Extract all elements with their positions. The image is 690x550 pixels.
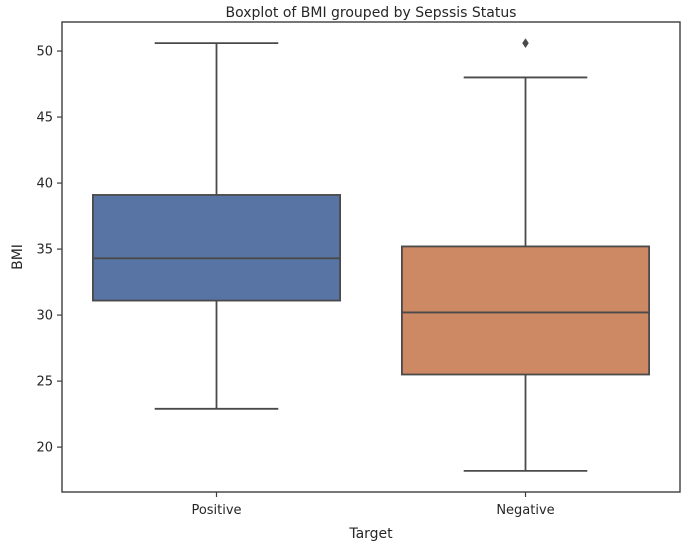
y-tick-label: 50 bbox=[36, 45, 53, 60]
iqr-box bbox=[92, 194, 341, 302]
x-axis: Positive Negative bbox=[191, 492, 555, 518]
box-group-negative bbox=[400, 38, 650, 472]
outlier-point bbox=[522, 38, 529, 49]
chart-title: Boxplot of BMI grouped by Sepssis Status bbox=[226, 5, 517, 21]
x-axis-label: Target bbox=[348, 526, 393, 542]
iqr-box bbox=[400, 245, 650, 376]
box-group-positive bbox=[92, 42, 341, 410]
x-tick-label: Negative bbox=[496, 503, 554, 518]
y-axis-label: BMI bbox=[10, 244, 26, 270]
y-axis: 20 25 30 35 40 45 50 bbox=[36, 45, 62, 456]
y-tick-label: 25 bbox=[36, 375, 53, 390]
y-tick-label: 45 bbox=[36, 111, 53, 126]
y-tick-label: 35 bbox=[36, 243, 53, 258]
y-tick-label: 40 bbox=[36, 177, 53, 192]
y-tick-label: 20 bbox=[36, 441, 53, 456]
y-tick-label: 30 bbox=[36, 309, 53, 324]
boxes-layer bbox=[92, 38, 650, 472]
x-tick-label: Positive bbox=[191, 503, 241, 518]
